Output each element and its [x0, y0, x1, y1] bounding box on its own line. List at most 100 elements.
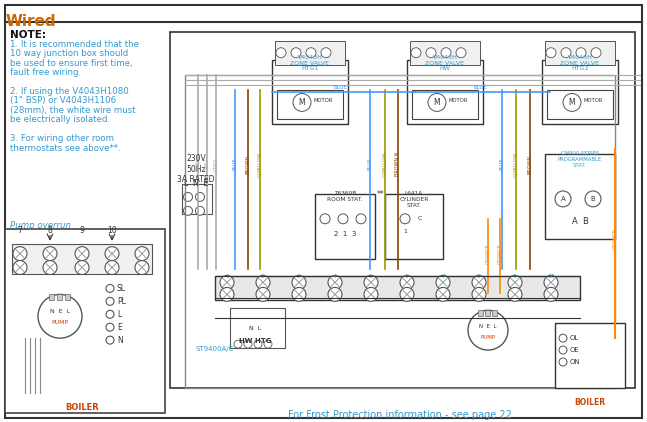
Text: 3: 3 [297, 273, 301, 279]
Text: T6360B
ROOM STAT.: T6360B ROOM STAT. [327, 191, 362, 202]
Text: PL: PL [117, 297, 126, 306]
Text: 2  1  3: 2 1 3 [334, 231, 356, 237]
Text: OL: OL [570, 335, 579, 341]
Circle shape [559, 358, 567, 366]
Text: 1. It is recommended that the: 1. It is recommended that the [10, 40, 139, 49]
Circle shape [106, 298, 114, 306]
Circle shape [75, 246, 89, 260]
Circle shape [106, 310, 114, 318]
Text: L: L [117, 310, 121, 319]
Circle shape [426, 48, 436, 58]
Circle shape [293, 94, 311, 111]
Text: M: M [299, 98, 305, 107]
Bar [230, 308, 285, 348]
Circle shape [276, 48, 286, 58]
Text: M: M [569, 98, 575, 107]
Circle shape [43, 246, 57, 260]
Circle shape [563, 94, 581, 111]
Circle shape [105, 260, 119, 274]
Bar [272, 60, 348, 124]
Text: 4: 4 [333, 273, 337, 279]
Bar [479, 310, 483, 316]
Text: ON: ON [570, 359, 580, 365]
Text: A: A [560, 196, 565, 202]
Text: thermostats see above**.: thermostats see above**. [10, 144, 120, 153]
Bar [50, 295, 54, 300]
Text: 6: 6 [405, 273, 409, 279]
Circle shape [508, 276, 522, 289]
Circle shape [591, 48, 601, 58]
Text: **: ** [377, 190, 385, 199]
Bar [545, 41, 615, 65]
Circle shape [338, 214, 348, 224]
Text: PUMP: PUMP [481, 335, 496, 340]
Circle shape [576, 48, 586, 58]
Bar [215, 276, 580, 300]
Circle shape [441, 48, 451, 58]
Circle shape [195, 192, 204, 201]
Text: N: N [117, 335, 123, 345]
Text: 1: 1 [403, 229, 407, 234]
Circle shape [244, 340, 252, 348]
Bar [407, 60, 483, 124]
Text: be used to ensure first time,: be used to ensure first time, [10, 59, 133, 68]
Circle shape [292, 276, 306, 289]
Text: CM900 SERIES
PROGRAMMABLE
STAT.: CM900 SERIES PROGRAMMABLE STAT. [558, 151, 602, 168]
Text: N  L: N L [249, 326, 261, 331]
Text: For Frost Protection information - see page 22: For Frost Protection information - see p… [288, 410, 512, 420]
Circle shape [195, 206, 204, 215]
Circle shape [364, 276, 378, 289]
Text: 9: 9 [513, 273, 517, 279]
Text: 10: 10 [547, 273, 555, 279]
Bar [492, 310, 498, 316]
Bar [185, 75, 615, 388]
Circle shape [428, 94, 446, 111]
Circle shape [43, 260, 57, 274]
Bar [385, 194, 443, 259]
Text: GREY: GREY [214, 157, 219, 171]
Text: (28mm), the white wire must: (28mm), the white wire must [10, 106, 136, 115]
Text: M: M [433, 98, 441, 107]
Text: E: E [117, 323, 122, 332]
Text: MOTOR: MOTOR [449, 98, 468, 103]
Circle shape [561, 48, 571, 58]
Text: L641A
CYLINDER
STAT.: L641A CYLINDER STAT. [399, 191, 429, 208]
Text: MOTOR: MOTOR [584, 98, 604, 103]
Text: BLUE: BLUE [333, 84, 347, 89]
Circle shape [256, 287, 270, 301]
Bar [275, 41, 345, 65]
Bar [410, 41, 480, 65]
Text: MOTOR: MOTOR [314, 98, 333, 103]
Text: 10: 10 [107, 226, 117, 235]
Bar [542, 60, 618, 124]
Bar [547, 89, 613, 119]
Circle shape [256, 276, 270, 289]
Circle shape [585, 191, 601, 207]
Bar [182, 184, 212, 214]
Text: OE: OE [570, 347, 580, 353]
Circle shape [400, 287, 414, 301]
Circle shape [254, 340, 262, 348]
Circle shape [436, 276, 450, 289]
Text: ORANGE: ORANGE [485, 243, 490, 264]
Text: BLUE: BLUE [499, 158, 505, 170]
Circle shape [220, 287, 234, 301]
Circle shape [411, 48, 421, 58]
Circle shape [364, 287, 378, 301]
Circle shape [75, 260, 89, 274]
Circle shape [264, 340, 272, 348]
Bar [412, 89, 478, 119]
Bar [58, 295, 63, 300]
Text: 9: 9 [80, 226, 85, 235]
Circle shape [436, 287, 450, 301]
Text: 10 way junction box should: 10 way junction box should [10, 49, 128, 58]
Circle shape [321, 48, 331, 58]
Circle shape [184, 192, 193, 201]
Circle shape [135, 246, 149, 260]
Text: BLUE: BLUE [367, 158, 373, 170]
Text: Wired: Wired [6, 14, 57, 29]
Text: 7: 7 [441, 273, 445, 279]
Circle shape [328, 287, 342, 301]
Circle shape [555, 191, 571, 207]
Text: 8: 8 [477, 273, 481, 279]
